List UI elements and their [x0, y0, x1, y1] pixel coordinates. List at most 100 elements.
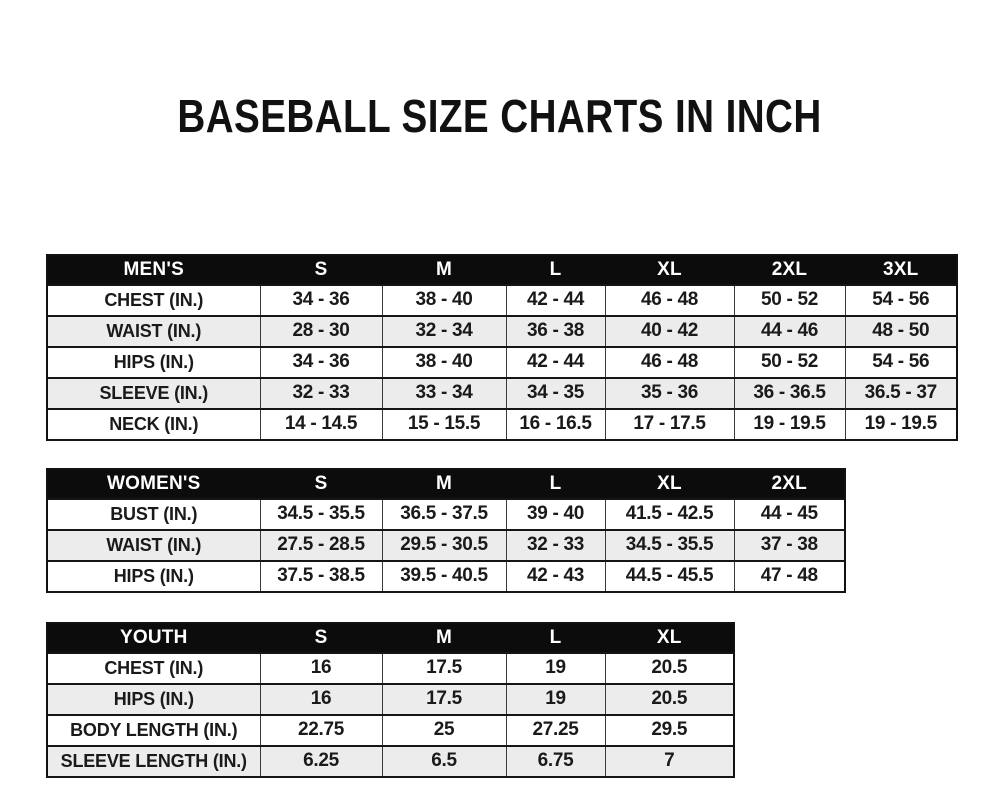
mens-table-row: SLEEVE (IN.) 32 - 33 33 - 34 34 - 35 35 - 36… — [46, 376, 958, 410]
mens-value-cell: 48 - 50 — [844, 314, 958, 348]
womens-value-cell: 47 - 48 — [733, 559, 846, 593]
youth-value-cell: 6.25 — [259, 744, 383, 778]
mens-value-cell: 14 - 14.5 — [259, 407, 383, 441]
mens-value-cell: 50 - 52 — [733, 283, 846, 317]
mens-value-cell: 34 - 36 — [259, 345, 383, 379]
mens-value-cell: 42 - 44 — [505, 345, 606, 379]
mens-value-cell: 19 - 19.5 — [733, 407, 846, 441]
mens-table-row: WAIST (IN.) 28 - 30 32 - 34 36 - 38 40 - 42 4… — [46, 314, 958, 348]
womens-header-cell-3: L — [505, 468, 606, 500]
youth-value-cell: 27.25 — [505, 713, 606, 747]
mens-value-cell: 54 - 56 — [844, 283, 958, 317]
youth-value-cell: 22.75 — [259, 713, 383, 747]
youth-table-row: HIPS (IN.) 16 17.5 19 20.5 — [46, 682, 735, 716]
mens-value-cell: 15 - 15.5 — [381, 407, 507, 441]
mens-row-label: HIPS (IN.) — [46, 345, 261, 379]
mens-value-cell: 44 - 46 — [733, 314, 846, 348]
mens-value-cell: 38 - 40 — [381, 283, 507, 317]
mens-row-label: NECK (IN.) — [46, 407, 261, 441]
mens-value-cell: 32 - 34 — [381, 314, 507, 348]
youth-header-cell-1: S — [259, 622, 383, 654]
mens-value-cell: 42 - 44 — [505, 283, 606, 317]
womens-value-cell: 42 - 43 — [505, 559, 606, 593]
youth-value-cell: 19 — [505, 651, 606, 685]
youth-value-cell: 16 — [259, 651, 383, 685]
mens-table-row: CHEST (IN.) 34 - 36 38 - 40 42 - 44 46 - 48 5… — [46, 283, 958, 317]
youth-value-cell: 6.5 — [381, 744, 507, 778]
youth-value-cell: 19 — [505, 682, 606, 716]
mens-header-cell-0: MEN'S — [46, 254, 261, 286]
womens-header-cell-2: M — [381, 468, 507, 500]
mens-size-table: MEN'S S M L XL 2XL 3XL CHEST (IN.) 34 - 36 38 - 4… — [46, 253, 958, 441]
youth-value-cell: 17.5 — [381, 651, 507, 685]
mens-header-cell-1: S — [259, 254, 383, 286]
mens-row-label: CHEST (IN.) — [46, 283, 261, 317]
mens-header-cell-5: 2XL — [733, 254, 846, 286]
mens-value-cell: 33 - 34 — [381, 376, 507, 410]
womens-header-row: WOMEN'S S M L XL 2XL — [46, 468, 846, 500]
youth-header-cell-0: YOUTH — [46, 622, 261, 654]
womens-value-cell: 39.5 - 40.5 — [381, 559, 507, 593]
youth-table-row: CHEST (IN.) 16 17.5 19 20.5 — [46, 651, 735, 685]
womens-value-cell: 37.5 - 38.5 — [259, 559, 383, 593]
mens-value-cell: 36.5 - 37 — [844, 376, 958, 410]
size-chart-page: BASEBALL SIZE CHARTS IN INCH MEN'S S M L XL 2… — [0, 58, 1000, 778]
womens-value-cell: 32 - 33 — [505, 528, 606, 562]
mens-value-cell: 32 - 33 — [259, 376, 383, 410]
mens-value-cell: 16 - 16.5 — [505, 407, 606, 441]
youth-header-cell-2: M — [381, 622, 507, 654]
womens-value-cell: 39 - 40 — [505, 497, 606, 531]
mens-value-cell: 36 - 38 — [505, 314, 606, 348]
mens-value-cell: 46 - 48 — [604, 345, 735, 379]
womens-value-cell: 34.5 - 35.5 — [604, 528, 735, 562]
womens-value-cell: 41.5 - 42.5 — [604, 497, 735, 531]
youth-value-cell: 20.5 — [604, 651, 735, 685]
mens-value-cell: 50 - 52 — [733, 345, 846, 379]
youth-size-table: YOUTH S M L XL CHEST (IN.) 16 17.5 19 20.5 HIPS (I… — [46, 621, 735, 778]
mens-value-cell: 40 - 42 — [604, 314, 735, 348]
womens-value-cell: 44 - 45 — [733, 497, 846, 531]
womens-table-row: WAIST (IN.) 27.5 - 28.5 29.5 - 30.5 32 - 33… — [46, 528, 846, 562]
womens-row-label: HIPS (IN.) — [46, 559, 261, 593]
youth-header-cell-4: XL — [604, 622, 735, 654]
mens-table-row: HIPS (IN.) 34 - 36 38 - 40 42 - 44 46 - 48 50… — [46, 345, 958, 379]
womens-value-cell: 37 - 38 — [733, 528, 846, 562]
youth-value-cell: 16 — [259, 682, 383, 716]
youth-table-row: BODY LENGTH (IN.) 22.75 25 27.25 29.5 — [46, 713, 735, 747]
womens-header-cell-5: 2XL — [733, 468, 846, 500]
womens-size-table: WOMEN'S S M L XL 2XL BUST (IN.) 34.5 - 35.5 36.5… — [46, 467, 846, 593]
womens-value-cell: 36.5 - 37.5 — [381, 497, 507, 531]
mens-table-row: NECK (IN.) 14 - 14.5 15 - 15.5 16 - 16.5 17 … — [46, 407, 958, 441]
womens-header-cell-4: XL — [604, 468, 735, 500]
mens-row-label: WAIST (IN.) — [46, 314, 261, 348]
page-title-wrap: BASEBALL SIZE CHARTS IN INCH — [0, 58, 1000, 174]
youth-row-label: SLEEVE LENGTH (IN.) — [46, 744, 261, 778]
mens-value-cell: 38 - 40 — [381, 345, 507, 379]
mens-value-cell: 54 - 56 — [844, 345, 958, 379]
mens-value-cell: 34 - 36 — [259, 283, 383, 317]
youth-value-cell: 20.5 — [604, 682, 735, 716]
mens-value-cell: 17 - 17.5 — [604, 407, 735, 441]
mens-row-label: SLEEVE (IN.) — [46, 376, 261, 410]
womens-row-label: WAIST (IN.) — [46, 528, 261, 562]
youth-row-label: HIPS (IN.) — [46, 682, 261, 716]
mens-value-cell: 35 - 36 — [604, 376, 735, 410]
youth-header-row: YOUTH S M L XL — [46, 622, 735, 654]
mens-value-cell: 19 - 19.5 — [844, 407, 958, 441]
youth-row-label: CHEST (IN.) — [46, 651, 261, 685]
youth-row-label: BODY LENGTH (IN.) — [46, 713, 261, 747]
mens-value-cell: 36 - 36.5 — [733, 376, 846, 410]
mens-value-cell: 34 - 35 — [505, 376, 606, 410]
womens-value-cell: 34.5 - 35.5 — [259, 497, 383, 531]
youth-table-row: SLEEVE LENGTH (IN.) 6.25 6.5 6.75 7 — [46, 744, 735, 778]
womens-value-cell: 27.5 - 28.5 — [259, 528, 383, 562]
youth-value-cell: 29.5 — [604, 713, 735, 747]
youth-value-cell: 7 — [604, 744, 735, 778]
womens-value-cell: 29.5 - 30.5 — [381, 528, 507, 562]
mens-header-cell-6: 3XL — [844, 254, 958, 286]
womens-header-cell-1: S — [259, 468, 383, 500]
womens-table-row: HIPS (IN.) 37.5 - 38.5 39.5 - 40.5 42 - 43 4… — [46, 559, 846, 593]
page-title: BASEBALL SIZE CHARTS IN INCH — [177, 89, 823, 142]
womens-value-cell: 44.5 - 45.5 — [604, 559, 735, 593]
youth-header-cell-3: L — [505, 622, 606, 654]
